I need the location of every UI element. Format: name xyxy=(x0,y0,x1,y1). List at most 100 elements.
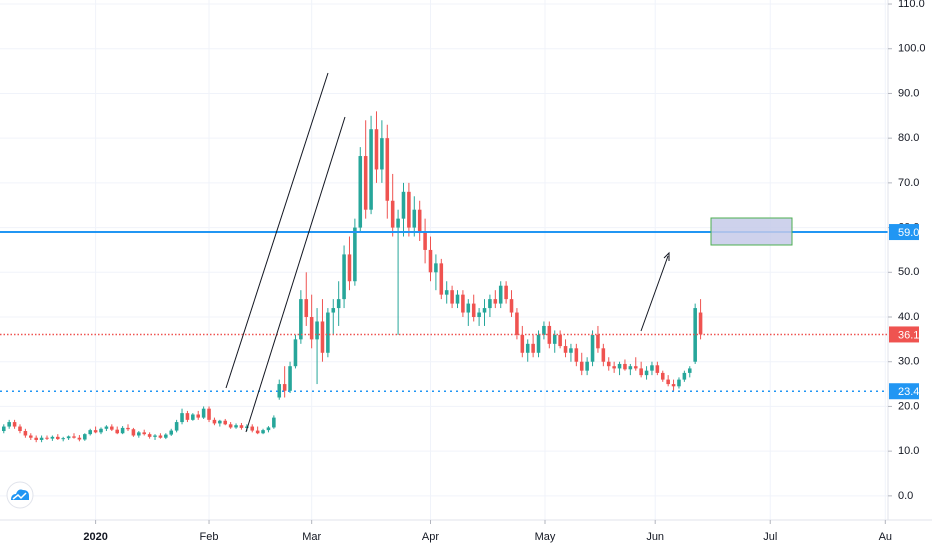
candle-body xyxy=(191,414,195,420)
candle-body xyxy=(342,254,346,300)
candle-body xyxy=(596,334,600,349)
candle-body xyxy=(315,321,319,340)
price-tag xyxy=(889,383,919,400)
candle-body xyxy=(77,437,82,440)
candle-body xyxy=(110,426,114,430)
y-tick-label: 40.0 xyxy=(898,311,919,323)
candle-body xyxy=(434,263,438,273)
candle-body xyxy=(466,303,471,313)
candle-body xyxy=(477,312,481,318)
candle-body xyxy=(288,366,292,391)
candle-body xyxy=(185,413,190,420)
candle-body xyxy=(207,408,211,420)
candle-body xyxy=(266,427,271,431)
candle-body xyxy=(569,348,573,353)
candle-body xyxy=(137,432,141,436)
candle-body xyxy=(482,308,487,313)
arrow-line xyxy=(640,255,669,332)
candle-body xyxy=(488,299,492,309)
candle-body xyxy=(66,436,71,439)
trend-line xyxy=(225,72,329,389)
candle-body xyxy=(450,290,454,304)
candle-body xyxy=(407,191,411,228)
candle-body xyxy=(56,436,60,440)
y-tick-label: 30.0 xyxy=(898,356,919,368)
candle-body xyxy=(369,129,373,210)
candle-body xyxy=(293,339,298,367)
candle-body xyxy=(29,435,33,438)
candle-body xyxy=(39,437,44,440)
candle-body xyxy=(104,426,109,429)
candle-body xyxy=(650,365,654,371)
candle-body xyxy=(493,299,498,304)
candle-body xyxy=(7,422,11,427)
candle-body xyxy=(45,437,49,439)
candle-body xyxy=(223,420,228,425)
candle-body xyxy=(401,191,406,219)
candle-body xyxy=(164,434,168,438)
x-tick-label: May xyxy=(535,531,556,543)
candle-body xyxy=(531,343,535,353)
candle-body xyxy=(277,384,282,398)
label-layer: 0.010.020.030.040.050.060.070.080.090.01… xyxy=(83,0,925,543)
candle-body xyxy=(439,263,444,295)
candle-body xyxy=(682,372,687,380)
candle-body xyxy=(142,432,147,435)
candle-body xyxy=(693,308,697,362)
price-tag-label: 23.4 xyxy=(898,386,919,398)
candle-body xyxy=(639,368,643,376)
candle-body xyxy=(272,417,276,428)
candle-body xyxy=(520,334,525,353)
candle-body xyxy=(304,299,309,318)
candle-body xyxy=(558,334,562,347)
candle-body xyxy=(61,438,65,440)
arrow-head xyxy=(663,251,670,261)
logo-zigzag xyxy=(12,492,27,500)
candle-body xyxy=(18,426,22,432)
x-tick-label: Jun xyxy=(646,531,664,543)
candle-body xyxy=(417,209,422,233)
candle-body xyxy=(396,218,400,228)
candle-body xyxy=(255,430,260,434)
candle-body xyxy=(34,437,38,440)
x-tick-label: 2020 xyxy=(83,531,107,543)
candle-body xyxy=(158,435,163,438)
y-tick-label: 20.0 xyxy=(898,400,919,412)
candle-body xyxy=(504,285,508,300)
target-box xyxy=(710,217,793,246)
candle-body xyxy=(563,346,568,353)
candle-body xyxy=(83,434,87,440)
candle-body xyxy=(88,430,92,435)
candle-body xyxy=(239,425,244,428)
candle-body xyxy=(444,290,449,295)
candle-body xyxy=(455,294,460,304)
y-tick-label: 10.0 xyxy=(898,445,919,457)
candle-body xyxy=(131,429,136,436)
candle-body xyxy=(218,420,222,424)
candle-body xyxy=(153,435,157,437)
x-tick-label: Au xyxy=(879,531,892,543)
x-tick-label: Apr xyxy=(422,531,439,543)
candle-body xyxy=(93,430,98,433)
candle-body xyxy=(390,200,395,228)
candle-body xyxy=(623,363,627,370)
trend-line xyxy=(245,116,346,433)
x-tick-label: Jul xyxy=(763,531,777,543)
candle-body xyxy=(347,254,352,282)
y-tick-label: 80.0 xyxy=(898,132,919,144)
candle-body xyxy=(617,363,622,369)
candle-body xyxy=(326,312,330,353)
candle-body xyxy=(547,325,552,344)
candle-body xyxy=(628,366,633,370)
candle-body xyxy=(120,427,125,434)
candle-body xyxy=(698,312,703,335)
logo[interactable] xyxy=(6,481,34,509)
candle-body xyxy=(574,348,579,362)
y-tick-label: 90.0 xyxy=(898,87,919,99)
candle-body xyxy=(250,426,255,431)
candle-body xyxy=(23,431,28,436)
candle-body xyxy=(196,414,201,418)
candle-body xyxy=(542,325,546,335)
candle-body xyxy=(412,209,417,228)
candle-body xyxy=(515,312,519,335)
